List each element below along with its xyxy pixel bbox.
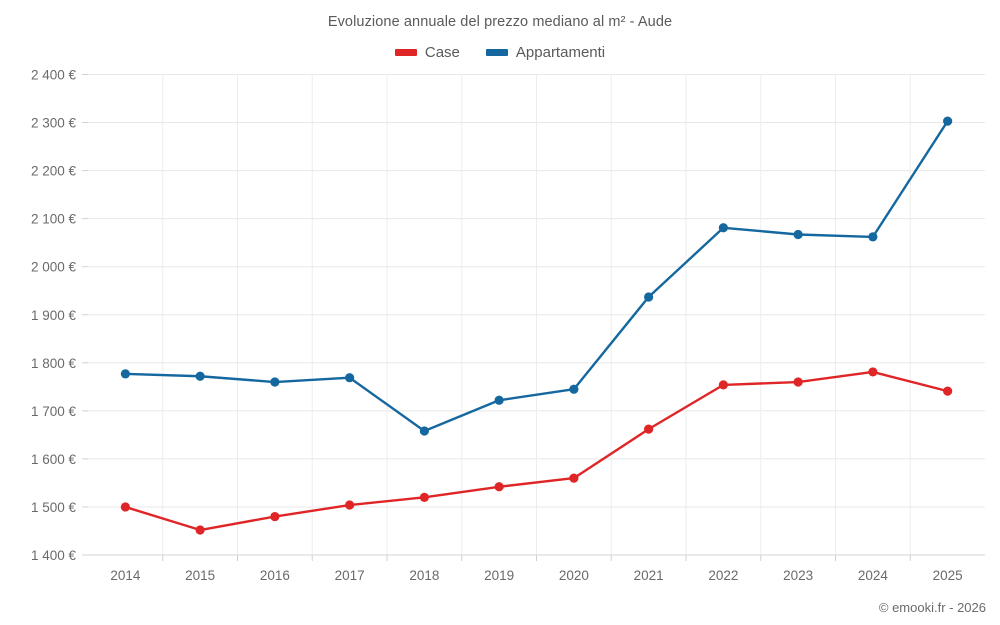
x-axis-tick-label: 2015 [185,568,215,583]
data-point[interactable]: Appartamenti 2023: 2067 € [793,229,803,240]
data-point[interactable]: Case 2022: 1754 € [718,380,728,390]
data-point[interactable]: Appartamenti 2022: 2081 € [718,223,728,233]
data-point[interactable]: Appartamenti 2015: 1772 € [195,371,205,381]
chart-legend: Case Appartamenti [0,44,1000,61]
series-line-case [124,370,949,532]
data-point[interactable]: Case 2019: 1542 € [494,482,504,492]
grid-layer [88,74,985,555]
legend-item-appartamenti[interactable]: Appartamenti [485,44,606,61]
x-axis-tick-label: 2017 [335,568,365,583]
y-axis-tick-label: 1 400 € [31,548,77,563]
data-point[interactable]: Appartamenti 2024: 2062 € [868,232,878,242]
x-axis-tick-label: 2022 [708,568,738,583]
y-axis-tick-label: 2 100 € [31,212,77,227]
data-point[interactable]: Appartamenti 2025: 2303 € [943,116,953,126]
y-axis-tick-label: 2 000 € [31,260,77,275]
legend-swatch-case [394,49,417,56]
x-axis-tick-label: 2023 [783,568,813,583]
legend-item-case[interactable]: Case [394,44,460,61]
legend-label-appartamenti: Appartamenti [515,44,606,61]
x-axis-tick-label: 2016 [260,568,290,583]
data-point[interactable]: Case 2017: 1504 € [345,500,355,510]
y-axis-tick-label: 1 700 € [31,404,77,419]
data-point[interactable]: Case 2024: 1781 € [868,367,878,377]
x-axis-tick-label: 2025 [933,568,963,583]
y-axis-tick-label: 2 400 € [31,68,77,83]
data-point[interactable]: Case 2016: 1480 € [270,511,280,522]
chart-title: Evoluzione annuale del prezzo mediano al… [327,14,673,30]
data-point[interactable]: Case 2020: 1560 € [569,473,579,483]
x-axis-tick-label: 2024 [858,568,889,583]
data-point[interactable]: Appartamenti 2014: 1777 € [120,369,130,379]
x-axis-tick-label: 2021 [634,568,664,583]
x-axis-tick-label: 2019 [484,568,514,583]
y-axis-labels: 2 400 € 2 300 € 2 200 € 2 100 € 2 000 € 1 900… [31,68,77,564]
legend-label-case: Case [424,44,460,61]
data-point[interactable]: Case 2023: 1760 € [793,377,803,387]
data-point[interactable]: Appartamenti 2019: 1722 € [494,395,504,405]
data-point[interactable]: Case 2015: 1452 € [195,525,205,535]
data-point[interactable]: Appartamenti 2016: 1760 € [270,377,280,387]
legend-swatch-appartamenti [485,49,508,56]
y-axis-tick-label: 2 300 € [31,116,77,131]
data-point[interactable]: Case 2025: 1741 € [943,386,953,396]
y-axis-tick-label: 1 900 € [31,308,77,323]
data-point[interactable]: Appartamenti 2017: 1769 € [345,373,355,383]
x-axis-labels: 2014 2015 2016 2017 2018 2019 2020 2021 2022 2023… [110,568,962,583]
y-axis-tick-label: 1 500 € [31,500,77,515]
data-point[interactable]: Case 2021: 1662 € [644,424,654,434]
series-line-appartamenti [124,119,949,433]
x-axis-tick-label: 2014 [110,568,141,583]
y-axis-tick-label: 1 800 € [31,356,77,371]
data-point[interactable]: Appartamenti 2018: 1658 € [419,426,429,436]
axis-layer [82,74,985,561]
y-axis-tick-label: 2 200 € [31,164,77,179]
y-axis-tick-label: 1 600 € [31,452,77,467]
copyright-credit: © emooki.fr - 2026 [878,600,986,615]
data-point[interactable]: Appartamenti 2021: 1937 € [644,292,654,302]
x-axis-tick-label: 2020 [559,568,589,583]
x-axis-tick-label: 2018 [409,568,439,583]
data-point[interactable]: Appartamenti 2020: 1745 € [569,384,579,394]
